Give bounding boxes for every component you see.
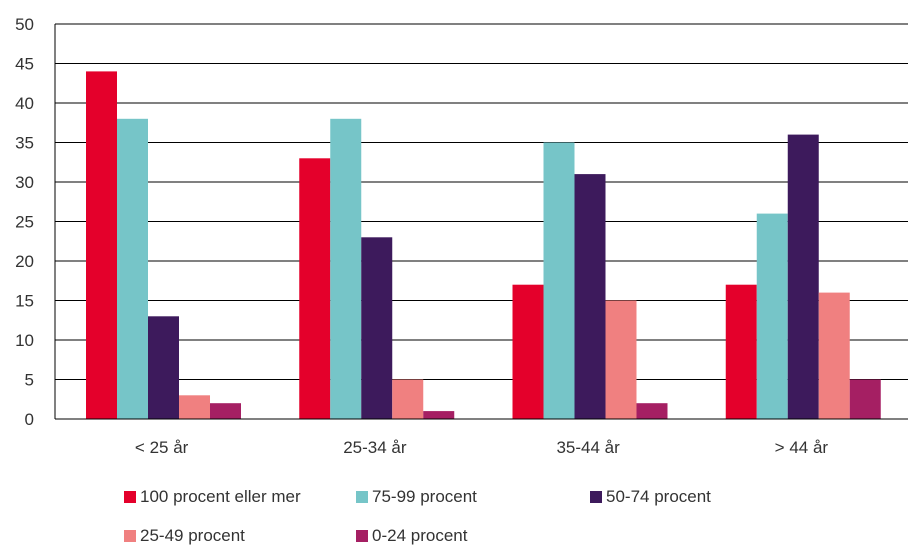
y-tick-label: 40 [15, 94, 34, 113]
bar [117, 118, 148, 420]
axes [54, 24, 908, 420]
y-axis-tick-labels: 0 5 10 15 20 25 30 35 40 45 50 [15, 15, 34, 429]
x-axis-tick-labels: < 25 år 25-34 år 35-44 år > 44 år [135, 438, 828, 457]
bar [299, 158, 331, 420]
bar [636, 403, 668, 419]
bar [849, 379, 881, 419]
y-tick-label: 5 [25, 371, 34, 390]
bar [423, 411, 455, 419]
bar [787, 134, 819, 419]
y-tick-label: 30 [15, 173, 34, 192]
bar [756, 213, 788, 419]
bar [574, 174, 606, 419]
bar [818, 292, 850, 419]
y-tick-label: 15 [15, 292, 34, 311]
y-tick-label: 45 [15, 55, 34, 74]
y-tick-label: 0 [25, 410, 34, 429]
bar [543, 142, 575, 419]
x-tick-label: < 25 år [135, 438, 189, 457]
bar [605, 300, 637, 419]
bar [210, 403, 241, 419]
bar [392, 379, 424, 419]
y-tick-label: 20 [15, 252, 34, 271]
y-tick-label: 25 [15, 213, 34, 232]
gridlines [55, 23, 908, 420]
x-tick-label: 35-44 år [556, 438, 620, 457]
y-tick-label: 50 [15, 15, 34, 34]
x-tick-label: 25-34 år [343, 438, 407, 457]
bar [361, 237, 393, 419]
bar [179, 395, 210, 419]
bar [86, 71, 117, 420]
bar [725, 284, 757, 419]
y-tick-label: 10 [15, 331, 34, 350]
y-tick-label: 35 [15, 134, 34, 153]
bars [86, 71, 881, 420]
bar [512, 284, 544, 419]
x-tick-label: > 44 år [775, 438, 829, 457]
bar [148, 316, 179, 419]
bar [330, 118, 362, 420]
